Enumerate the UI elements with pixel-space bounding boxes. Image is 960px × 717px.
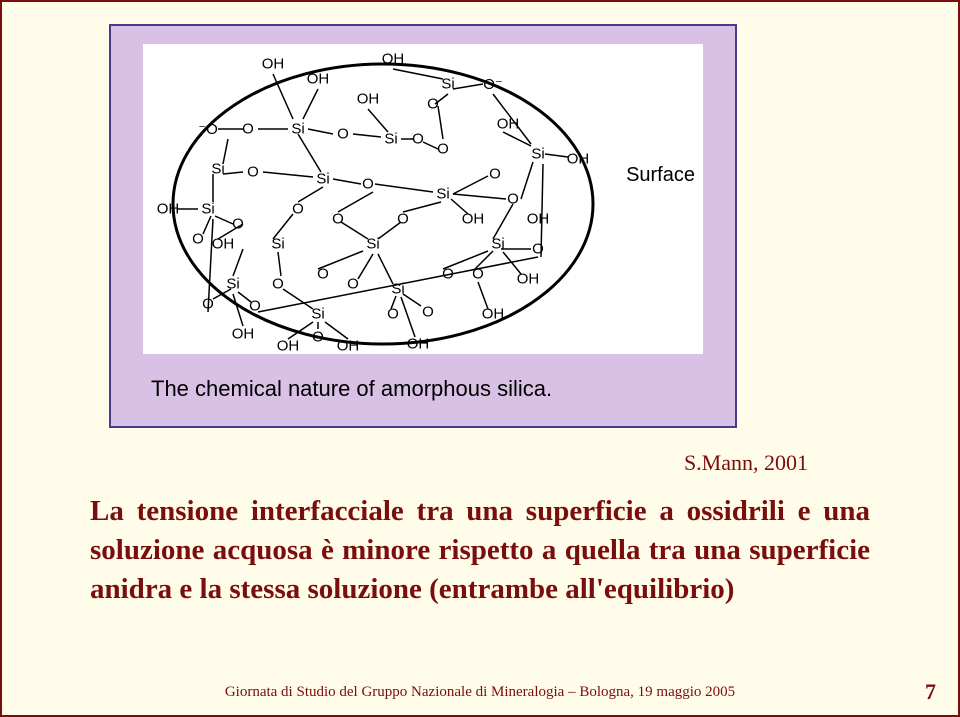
atom-label: OH	[462, 211, 485, 228]
atom-label: OH	[407, 336, 430, 353]
body-text: La tensione interfacciale tra una superf…	[90, 492, 870, 609]
atom-label: Si	[226, 276, 239, 293]
atom-label: O	[507, 191, 519, 208]
atom-label: Si	[291, 121, 304, 138]
atom-label: OH	[277, 338, 300, 355]
atom-label: O	[242, 121, 254, 138]
atom-label: O	[412, 131, 424, 148]
figure-container: Surface OHOHOHSiOHO⁻O⁻OOSiOSiOOOHSiOHSiO…	[109, 24, 737, 428]
atom-label: OH	[497, 116, 520, 133]
atom-label: OH	[482, 306, 505, 323]
atom-label: Si	[384, 131, 397, 148]
figure-caption: The chemical nature of amorphous silica.	[151, 376, 552, 402]
atom-label: OH	[357, 91, 380, 108]
atom-label: O	[422, 304, 434, 321]
atom-label: Si	[316, 171, 329, 188]
atom-label: O	[247, 164, 259, 181]
chemical-diagram: Surface OHOHOHSiOHO⁻O⁻OOSiOSiOOOHSiOHSiO…	[143, 44, 703, 354]
atom-label: ⁻O	[198, 120, 218, 138]
atom-label: Si	[311, 306, 324, 323]
atom-label: O	[312, 329, 324, 346]
atom-label: O	[202, 296, 214, 313]
atom-label: OH	[232, 326, 255, 343]
surface-label: Surface	[626, 164, 695, 187]
atom-label: OH	[337, 338, 360, 355]
atom-label: OH	[307, 71, 330, 88]
atom-label: O⁻	[483, 75, 503, 93]
atom-label: Si	[366, 236, 379, 253]
atom-label: Si	[211, 161, 224, 178]
atom-label: Si	[271, 236, 284, 253]
atom-label: O	[442, 266, 454, 283]
atom-label: OH	[382, 51, 405, 68]
atom-label: O	[437, 141, 449, 158]
atom-label: O	[427, 96, 439, 113]
attribution: S.Mann, 2001	[684, 450, 808, 476]
atom-label: Si	[201, 201, 214, 218]
atom-label: OH	[567, 151, 590, 168]
atom-label: O	[232, 216, 244, 233]
atom-label: O	[362, 176, 374, 193]
atom-label: Si	[391, 281, 404, 298]
page-number: 7	[925, 679, 936, 705]
atom-label: Si	[531, 146, 544, 163]
atom-label: OH	[212, 236, 235, 253]
atom-label: O	[317, 266, 329, 283]
atom-label: O	[337, 126, 349, 143]
atom-label: Si	[441, 76, 454, 93]
atom-label: O	[272, 276, 284, 293]
atom-label: O	[489, 166, 501, 183]
atom-label: OH	[262, 56, 285, 73]
atom-label: O	[347, 276, 359, 293]
atom-label: O	[387, 306, 399, 323]
footer-text: Giornata di Studio del Gruppo Nazionale …	[2, 684, 958, 701]
atom-label: O	[532, 241, 544, 258]
atom-label: O	[472, 266, 484, 283]
atom-label: OH	[157, 201, 180, 218]
atom-label: O	[192, 231, 204, 248]
atom-label: OH	[527, 211, 550, 228]
atom-label: OH	[517, 271, 540, 288]
atom-label: O	[332, 211, 344, 228]
atom-label: O	[249, 298, 261, 315]
atom-label: O	[397, 211, 409, 228]
atom-label: Si	[491, 236, 504, 253]
atom-label: Si	[436, 186, 449, 203]
atom-label: O	[292, 201, 304, 218]
